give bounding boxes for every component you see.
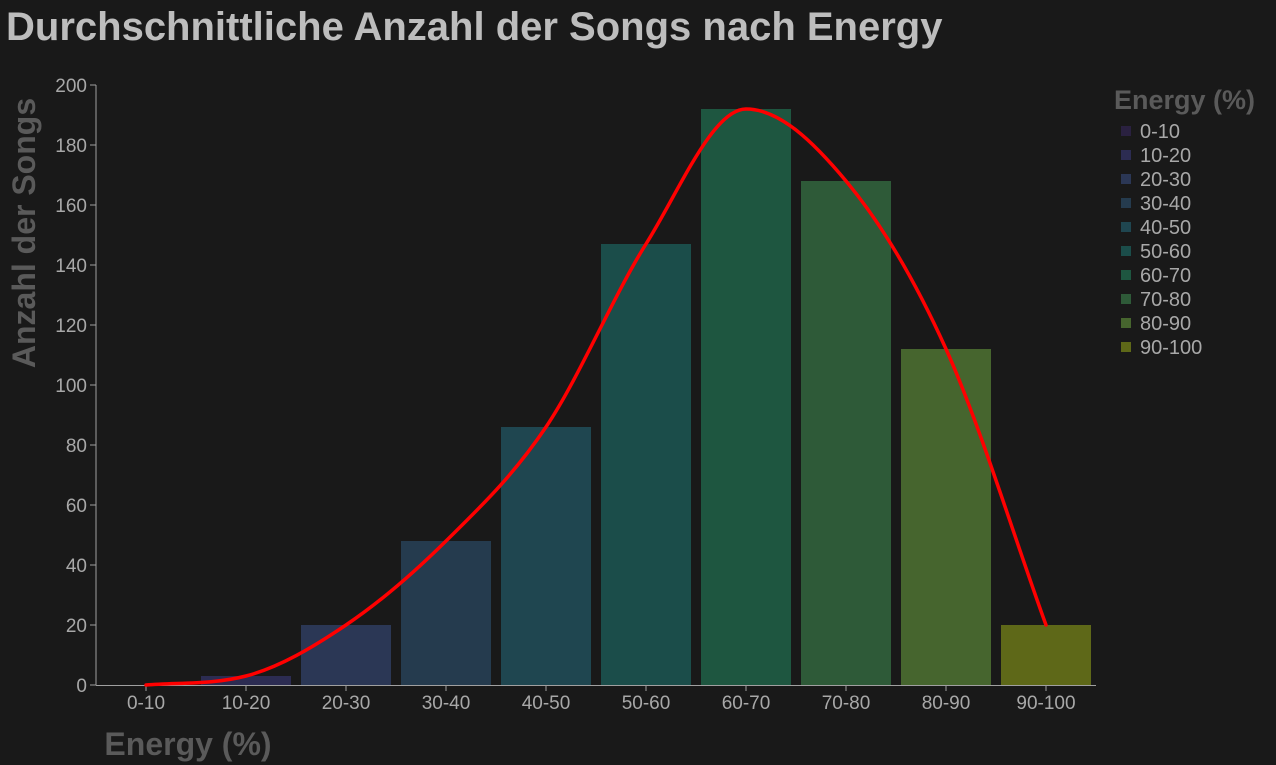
y-tick-label: 120 (55, 316, 87, 337)
legend-swatch-20-30 (1121, 174, 1131, 184)
legend-swatch-0-10 (1121, 126, 1131, 136)
bar-40-50 (501, 427, 591, 685)
legend-title: Energy (%) (1114, 85, 1255, 115)
legend: Energy (%) 0-1010-2020-3030-4040-5050-60… (1114, 85, 1255, 359)
bar-series (201, 109, 1091, 685)
x-tick-label: 0-10 (127, 693, 165, 714)
y-tick-label: 20 (66, 616, 87, 637)
legend-swatch-80-90 (1121, 318, 1131, 328)
y-axis-title: Anzahl der Songs (6, 98, 42, 368)
legend-label-50-60: 50-60 (1140, 241, 1191, 263)
bar-10-20 (201, 676, 291, 685)
legend-label-0-10: 0-10 (1140, 121, 1180, 143)
legend-swatch-70-80 (1121, 294, 1131, 304)
bar-80-90 (901, 349, 991, 685)
x-tick-label: 90-100 (1016, 693, 1075, 714)
bar-60-70 (701, 109, 791, 685)
bar-30-40 (401, 541, 491, 685)
legend-swatch-90-100 (1121, 342, 1131, 352)
legend-label-20-30: 20-30 (1140, 169, 1191, 191)
bar-90-100 (1001, 625, 1091, 685)
x-tick-label: 40-50 (522, 693, 571, 714)
legend-label-70-80: 70-80 (1140, 289, 1191, 311)
x-tick-label: 50-60 (622, 693, 671, 714)
legend-swatch-10-20 (1121, 150, 1131, 160)
x-tick-label: 30-40 (422, 693, 471, 714)
x-tick-label: 10-20 (222, 693, 271, 714)
legend-swatch-30-40 (1121, 198, 1131, 208)
legend-swatch-50-60 (1121, 246, 1131, 256)
x-tick-label: 80-90 (922, 693, 971, 714)
legend-swatch-40-50 (1121, 222, 1131, 232)
x-axis: 0-10 10-20 20-30 30-40 40-50 50-60 60-70 70-80 8… (96, 685, 1096, 714)
bar-70-80 (801, 181, 891, 685)
legend-label-80-90: 80-90 (1140, 313, 1191, 335)
x-tick-label: 20-30 (322, 693, 371, 714)
y-tick-label: 100 (55, 376, 87, 397)
y-tick-label: 140 (55, 256, 87, 277)
legend-label-90-100: 90-100 (1140, 337, 1202, 359)
y-tick-label: 180 (55, 136, 87, 157)
y-axis: 0 20 40 60 80 100 120 140 160 180 200 (55, 76, 97, 697)
y-tick-label: 160 (55, 196, 87, 217)
x-tick-label: 60-70 (722, 693, 771, 714)
y-tick-label: 40 (66, 556, 87, 577)
legend-label-60-70: 60-70 (1140, 265, 1191, 287)
y-tick-label: 0 (76, 676, 87, 697)
legend-label-10-20: 10-20 (1140, 145, 1191, 167)
bar-20-30 (301, 625, 391, 685)
chart-title: Durchschnittliche Anzahl der Songs nach … (6, 5, 943, 49)
y-tick-label: 80 (66, 436, 87, 457)
legend-swatch-60-70 (1121, 270, 1131, 280)
x-axis-title: Energy (%) (104, 726, 271, 762)
y-tick-label: 200 (55, 76, 87, 97)
y-tick-label: 60 (66, 496, 87, 517)
legend-label-30-40: 30-40 (1140, 193, 1191, 215)
legend-label-40-50: 40-50 (1140, 217, 1191, 239)
trend-line (144, 107, 1048, 687)
bar-50-60 (601, 244, 691, 685)
x-tick-label: 70-80 (822, 693, 871, 714)
